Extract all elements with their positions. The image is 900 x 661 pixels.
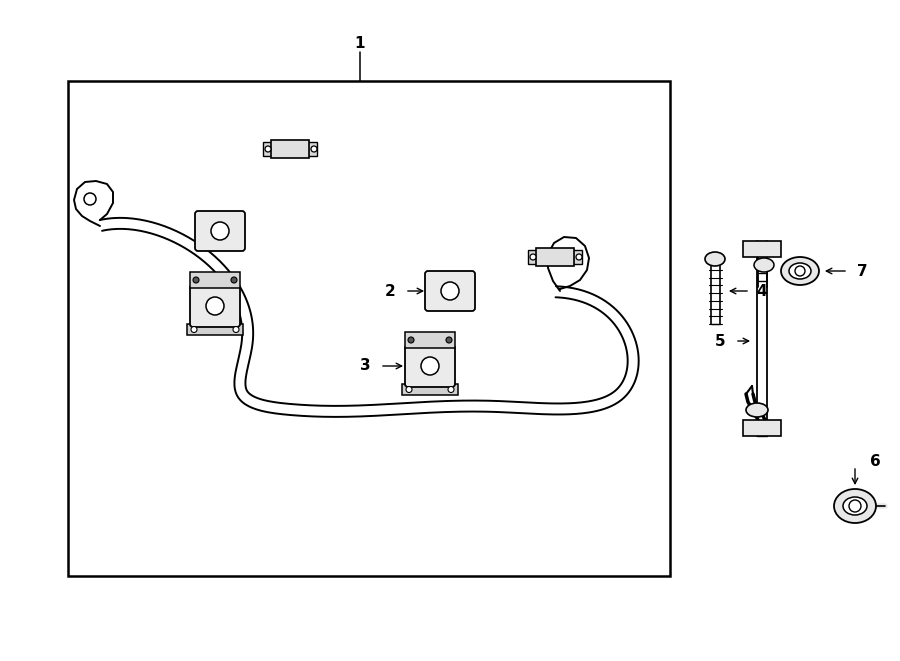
Circle shape (795, 266, 805, 276)
Bar (405, 332, 455, 348)
Circle shape (233, 327, 239, 332)
Text: 4: 4 (757, 284, 768, 299)
Bar (536, 248, 574, 266)
Circle shape (265, 146, 271, 152)
Bar (308, 142, 317, 156)
Ellipse shape (781, 257, 819, 285)
Bar (743, 241, 781, 257)
Ellipse shape (789, 263, 811, 279)
Ellipse shape (705, 252, 725, 266)
Circle shape (231, 277, 237, 283)
Text: 3: 3 (360, 358, 370, 373)
Bar (190, 272, 240, 288)
Text: 5: 5 (715, 334, 725, 348)
FancyBboxPatch shape (425, 271, 475, 311)
Bar (402, 384, 458, 395)
Circle shape (193, 277, 199, 283)
Text: 1: 1 (355, 36, 365, 52)
Circle shape (446, 337, 452, 343)
Circle shape (84, 193, 96, 205)
Circle shape (849, 500, 861, 512)
Polygon shape (100, 218, 639, 417)
Circle shape (576, 254, 582, 260)
Circle shape (448, 387, 454, 393)
Circle shape (406, 387, 412, 393)
Text: 2: 2 (384, 284, 395, 299)
Ellipse shape (746, 403, 768, 417)
Bar (743, 420, 781, 436)
FancyBboxPatch shape (190, 285, 240, 327)
Circle shape (421, 357, 439, 375)
Ellipse shape (834, 489, 876, 523)
Bar (68, 81, 670, 576)
Ellipse shape (754, 258, 774, 272)
Circle shape (311, 146, 317, 152)
Text: 6: 6 (869, 453, 880, 469)
Circle shape (441, 282, 459, 300)
Circle shape (206, 297, 224, 315)
Bar (271, 140, 309, 158)
Ellipse shape (843, 497, 867, 515)
Circle shape (530, 254, 536, 260)
Circle shape (211, 222, 229, 240)
Bar (573, 250, 582, 264)
Circle shape (191, 327, 197, 332)
Circle shape (408, 337, 414, 343)
Bar (528, 250, 537, 264)
Text: 7: 7 (857, 264, 868, 278)
FancyBboxPatch shape (405, 345, 455, 387)
Bar (187, 324, 243, 335)
Bar (263, 142, 272, 156)
FancyBboxPatch shape (195, 211, 245, 251)
